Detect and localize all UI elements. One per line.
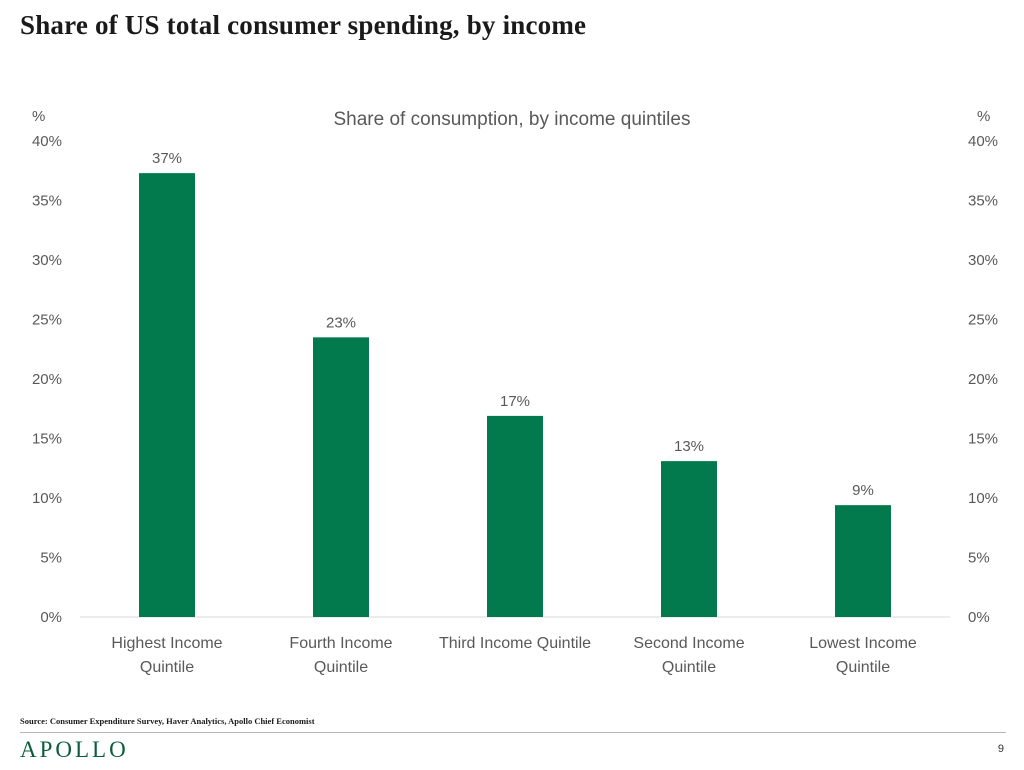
x-tick-label: Highest Income (111, 635, 222, 652)
footer-divider (20, 732, 1006, 733)
slide-title: Share of US total consumer spending, by … (20, 10, 587, 40)
left-y-tick-label: 25% (32, 312, 62, 329)
page-number: 9 (997, 743, 1004, 755)
bar-data-label: 23% (326, 314, 356, 331)
left-y-tick-label: 0% (40, 609, 62, 626)
left-y-tick-label: 10% (32, 490, 62, 507)
right-y-tick-label: 15% (968, 431, 998, 448)
bar-data-label: 37% (152, 150, 182, 167)
bar-data-label: 9% (852, 482, 874, 499)
x-tick-label: Second Income (633, 635, 744, 652)
right-axis-unit: % (977, 108, 990, 125)
data-labels-group: 37% 23% 17% 13% 9% (152, 150, 874, 499)
x-tick-label: Quintile (314, 659, 368, 676)
right-y-tick-label: 35% (968, 193, 998, 210)
bars-group (139, 173, 891, 617)
apollo-logo: APOLLO (20, 737, 129, 762)
left-y-tick-label: 20% (32, 371, 62, 388)
bar (487, 415, 543, 617)
x-axis-labels: Highest Income Quintile Fourth Income Quint… (111, 635, 916, 676)
left-y-tick-label: 30% (32, 252, 62, 269)
x-tick-label: Quintile (836, 659, 890, 676)
bar (835, 505, 891, 617)
right-y-tick-label: 10% (968, 490, 998, 507)
left-y-tick-label: 35% (32, 193, 62, 210)
left-axis-unit: % (32, 108, 45, 125)
right-y-tick-label: 5% (968, 550, 990, 567)
x-tick-label: Quintile (140, 659, 194, 676)
bar (313, 337, 369, 617)
right-y-axis: 0% 5% 10% 15% 20% 25% 30% 35% 40% (968, 133, 998, 626)
left-y-tick-label: 15% (32, 431, 62, 448)
bar-data-label: 17% (500, 393, 530, 410)
bar (661, 461, 717, 617)
bar (139, 173, 195, 617)
chart-title: Share of consumption, by income quintile… (334, 109, 691, 130)
x-tick-label: Lowest Income (809, 635, 917, 652)
right-y-tick-label: 20% (968, 371, 998, 388)
right-y-tick-label: 25% (968, 312, 998, 329)
left-y-tick-label: 40% (32, 133, 62, 150)
left-y-axis: 0% 5% 10% 15% 20% 25% 30% 35% 40% (32, 133, 62, 626)
right-y-tick-label: 30% (968, 252, 998, 269)
x-tick-label: Quintile (662, 659, 716, 676)
source-note: Source: Consumer Expenditure Survey, Hav… (20, 716, 315, 726)
x-tick-label: Third Income Quintile (439, 635, 591, 652)
bar-chart: Share of consumption, by income quintile… (32, 108, 998, 676)
bar-data-label: 13% (674, 438, 704, 455)
left-y-tick-label: 5% (40, 550, 62, 567)
right-y-tick-label: 0% (968, 609, 990, 626)
right-y-tick-label: 40% (968, 133, 998, 150)
x-tick-label: Fourth Income (289, 635, 392, 652)
